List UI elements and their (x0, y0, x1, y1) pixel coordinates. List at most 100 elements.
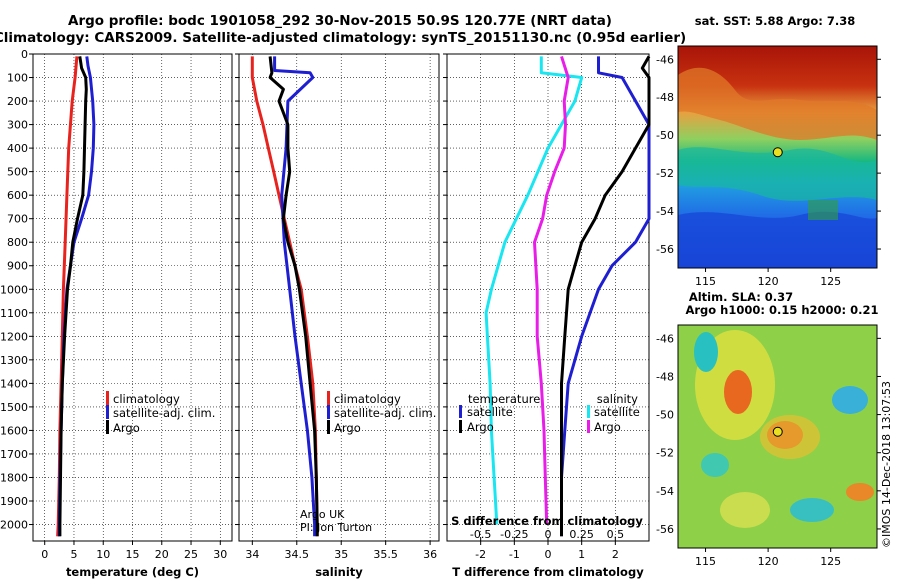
legend-swatch-red (106, 391, 109, 405)
x-axis-label: T difference from climatology (452, 565, 644, 579)
y-tick-label: 100 (7, 72, 28, 85)
imos-watermark: ©IMOS 14-Dec-2018 13:07:53 (880, 381, 893, 548)
series-line-climatology (250, 56, 319, 537)
series-line-temperature-argo (560, 55, 651, 537)
argo-float-marker (772, 147, 783, 158)
y-tick-label: 600 (7, 189, 28, 202)
sla-blob-cyan-1 (694, 332, 718, 372)
legend-swatch-black (106, 420, 109, 434)
y-tick-label: 400 (7, 142, 28, 155)
s-tick-label: 0.5 (607, 528, 625, 541)
legend-label-argo: Argo (113, 421, 140, 435)
x-axis-label: salinity (315, 565, 363, 579)
legend-title-salinity: salinity (597, 392, 638, 406)
legend-title-temperature: temperature (468, 392, 540, 406)
legend-swatch-black (459, 420, 462, 433)
sla-blob-yellow-2 (760, 415, 820, 459)
sla-blob-orange (724, 370, 752, 414)
x-tick-label: 2 (612, 548, 619, 561)
sla-blob-cyan-3 (701, 453, 729, 477)
sla-title-2: Argo h1000: 0.15 h2000: 0.21 (685, 303, 878, 317)
difference-legend: temperature satellite Argo salinity sate… (451, 392, 643, 528)
series-line-salinity-satellite (484, 56, 584, 525)
argo-float-marker (772, 426, 783, 437)
sla-title-1: Altim. SLA: 0.37 (689, 290, 793, 304)
map-y-tick-label: -54 (656, 485, 674, 498)
sla-blob-cyan-2 (832, 386, 868, 414)
panel-frame (238, 53, 440, 542)
y-tick-label: 1600 (0, 424, 28, 437)
y-tick-label: 1200 (0, 330, 28, 343)
x-tick-label: -1 (509, 548, 520, 561)
legend-label-satellite-adj: satellite-adj. clim. (334, 406, 436, 420)
sst-warm-tongue (678, 67, 877, 140)
map-y-tick-label: -50 (656, 409, 674, 422)
x-tick-label: 35 (334, 548, 348, 561)
y-tick-label: 1400 (0, 377, 28, 390)
legend-label-t-argo: Argo (467, 420, 494, 434)
difference-panel: -2 -1 0 1 2 -0.5 -0.25 0 0.25 0.5 T difference fro… (443, 53, 651, 579)
legend-swatch-blue (327, 405, 330, 419)
legend-swatch-red (327, 391, 330, 405)
legend-swatch-cyan (587, 405, 590, 418)
x-tick-label: 36 (423, 548, 437, 561)
x-tick-label: 34 (245, 548, 259, 561)
legend-label-satellite-adj: satellite-adj. clim. (113, 406, 215, 420)
map-x-tick-label: 120 (758, 275, 779, 288)
sst-map-axes: 115 120 125 -46 -48 -50 -52 -54 -56 (656, 53, 881, 288)
map-x-tick-label: 115 (695, 555, 716, 568)
x-tick-label: 35.5 (373, 548, 398, 561)
series-line-argo (58, 56, 88, 537)
x-tick-label: 25 (184, 548, 198, 561)
map-y-tick-label: -50 (656, 129, 674, 142)
map-y-tick-label: -54 (656, 205, 674, 218)
y-tick-label: 1500 (0, 401, 28, 414)
s-difference-label: S difference from climatology (451, 514, 643, 528)
x-tick-label: 1 (578, 548, 585, 561)
sla-blob-yellow-3 (720, 492, 770, 528)
y-tick-label: 1700 (0, 448, 28, 461)
legend-swatch-magenta (587, 420, 590, 433)
y-tick-label: 1100 (0, 307, 28, 320)
title-line-1: Argo profile: bodc 1901058_292 30-Nov-20… (68, 13, 612, 29)
y-tick-label: 1000 (0, 283, 28, 296)
map-y-tick-label: -48 (656, 370, 674, 383)
x-tick-label: 5 (70, 548, 77, 561)
salinity-legend: climatology satellite-adj. clim. Argo Ar… (300, 391, 436, 534)
y-tick-label: 500 (7, 166, 28, 179)
legend-label-t-satellite: satellite (467, 405, 513, 419)
x-tick-label: 0 (545, 548, 552, 561)
map-x-tick-label: 125 (820, 555, 841, 568)
x-tick-label: -2 (475, 548, 486, 561)
x-tick-label: 34.5 (285, 548, 310, 561)
sla-blob-orange-2 (846, 483, 874, 501)
map-x-tick-label: 125 (820, 275, 841, 288)
legend-swatch-black (327, 420, 330, 434)
temperature-panel: 0 5 10 15 20 25 300100200300400500600700800900… (0, 48, 233, 579)
sla-map-frame (677, 324, 878, 549)
sst-cool-band (678, 147, 877, 201)
temperature-legend: climatology satellite-adj. clim. Argo (106, 391, 215, 435)
x-tick-label: 15 (126, 548, 140, 561)
legend-swatch-blue (459, 405, 462, 418)
x-tick-label: 10 (96, 548, 110, 561)
x-tick-label: 30 (213, 548, 227, 561)
y-tick-label: 200 (7, 95, 28, 108)
s-tick-label: -0.25 (500, 528, 528, 541)
legend-label-climatology: climatology (334, 392, 401, 406)
y-tick-label: 0 (21, 48, 28, 61)
legend-label-s-argo: Argo (594, 420, 621, 434)
legend-label-climatology: climatology (113, 392, 180, 406)
map-y-tick-label: -48 (656, 91, 674, 104)
map-x-tick-label: 115 (695, 275, 716, 288)
map-x-tick-label: 120 (758, 555, 779, 568)
x-axis-label: temperature (deg C) (66, 565, 199, 579)
sst-map: 115 120 125 -46 -48 -50 -52 -54 -56 (656, 45, 881, 288)
y-tick-label: 2000 (0, 519, 28, 532)
salinity-panel: 34 34.5 35 35.5 36 salinity (235, 53, 440, 579)
series-line-argo (268, 56, 319, 537)
legend-swatch-blue (106, 405, 109, 419)
pi-text: PI: Jon Turton (300, 521, 372, 534)
sla-map: 115 120 125 -46 -48 -50 -52 -54 -56 (656, 324, 881, 568)
sla-blob-cyan-4 (790, 498, 834, 522)
